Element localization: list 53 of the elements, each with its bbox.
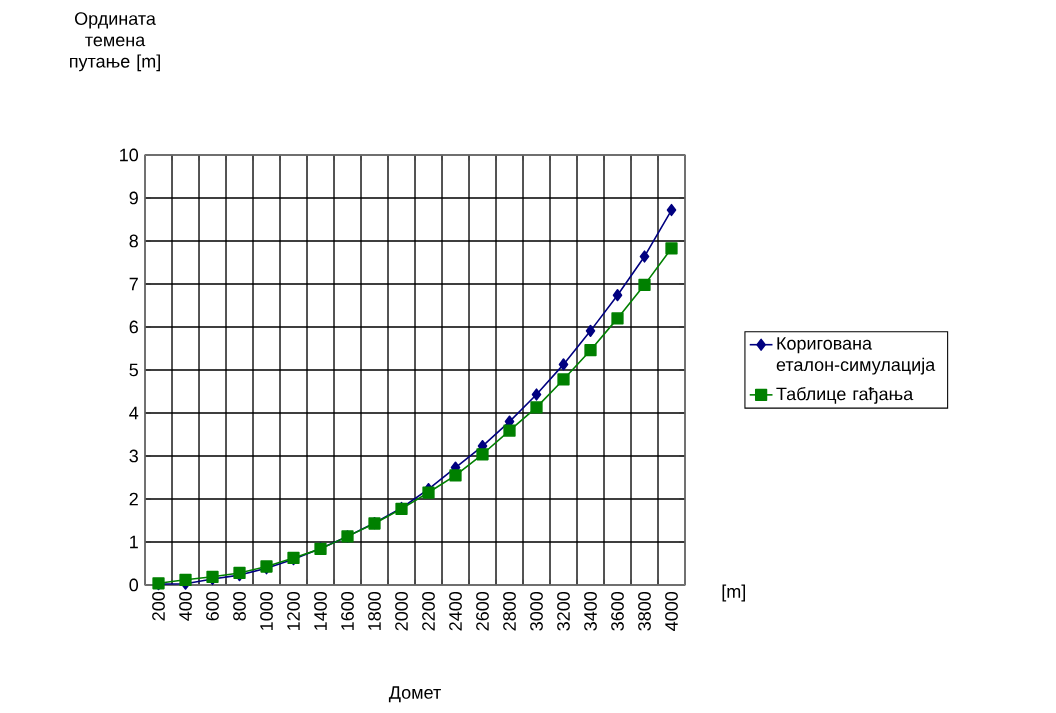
point [179, 573, 192, 586]
y-tick-label: 8 [129, 234, 138, 248]
point [449, 469, 462, 482]
y-tick-label: 5 [129, 363, 138, 377]
x-tick-label: 3600 [611, 591, 624, 631]
point [557, 373, 570, 386]
point [584, 344, 597, 357]
x-tick-label: 3400 [584, 591, 597, 631]
y-tick-label: 3 [129, 449, 138, 463]
text: [m] [722, 584, 745, 602]
point [558, 358, 569, 371]
point [611, 312, 624, 325]
point [666, 203, 677, 217]
y-tick-label: 1 [130, 535, 138, 549]
x-axis-title: Домет [388, 686, 441, 703]
x-tick-label: 600 [206, 591, 219, 621]
point [585, 324, 596, 337]
x-tick-label: 3200 [557, 591, 570, 631]
point [422, 486, 435, 499]
x-tick-label: 1800 [368, 591, 381, 630]
legend-label: Таблице гађања [776, 386, 914, 404]
point [639, 250, 650, 263]
x-tick-label: 1600 [341, 591, 354, 630]
y-tick-label: 4 [129, 406, 139, 420]
x-tick-label: 3000 [530, 591, 543, 631]
point [530, 401, 543, 414]
y-tick-label: 9 [129, 191, 138, 205]
point [612, 289, 623, 302]
y-tick-label: 10 [120, 148, 139, 162]
x-tick-label: 200 [152, 591, 165, 621]
point [638, 278, 651, 291]
x-tick-label: 2400 [449, 591, 462, 631]
text: Ордината темена путање [m] [70, 12, 160, 72]
x-tick-label: 1400 [314, 591, 327, 630]
point [531, 388, 542, 401]
point [476, 448, 489, 461]
x-tick-label: 2800 [503, 591, 516, 631]
x-tick-label: 1000 [260, 591, 273, 630]
x-tick-label: 400 [179, 591, 192, 621]
x-tick-label: 800 [233, 591, 246, 621]
x-tick-label: 1200 [287, 591, 300, 630]
y-tick-label: 6 [129, 320, 138, 334]
point [665, 242, 678, 255]
y-tick-label: 2 [129, 492, 138, 506]
y-tick-label: 7 [129, 277, 138, 291]
point [503, 424, 516, 437]
x-tick-label: 3800 [638, 591, 651, 631]
x-tick-label: 2200 [422, 591, 435, 631]
x-tick-label: 2000 [395, 591, 408, 631]
x-tick-label: 2600 [476, 591, 489, 631]
y-tick-label: 0 [129, 578, 139, 592]
x-tick-label: 4000 [665, 591, 678, 631]
legend-label: Коригована еталон-симулација [776, 337, 936, 375]
